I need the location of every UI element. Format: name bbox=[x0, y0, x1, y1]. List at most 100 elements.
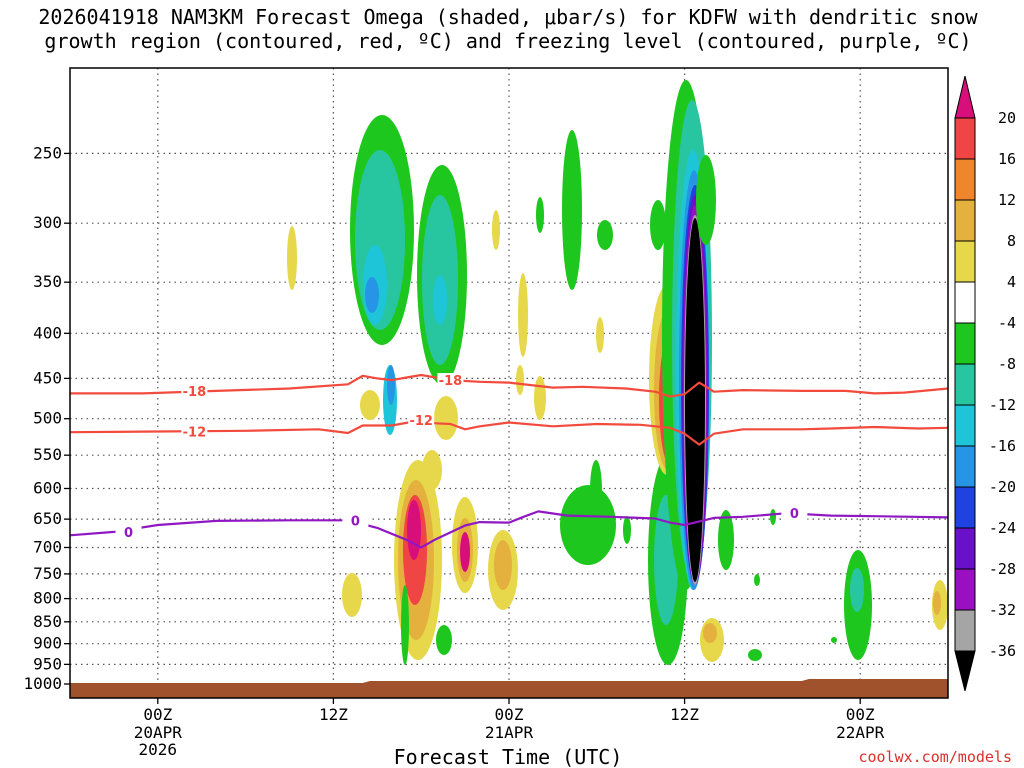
colorbar-swatch bbox=[954, 568, 976, 611]
omega-cell bbox=[518, 273, 528, 357]
colorbar-label: -28 bbox=[989, 560, 1016, 578]
contour-label: 0 bbox=[124, 526, 133, 541]
contour-label-bg bbox=[408, 413, 435, 428]
omega-cell bbox=[703, 623, 717, 643]
colorbar-swatch bbox=[954, 240, 976, 283]
omega-cell bbox=[685, 218, 705, 582]
y-tick-label: 500 bbox=[33, 409, 62, 428]
y-tick-label: 800 bbox=[33, 589, 62, 608]
omega-cell bbox=[850, 568, 864, 612]
y-tick-label: 1000 bbox=[23, 674, 62, 693]
temperature-contours: -18 -18 -12 -12 0 0 0 bbox=[70, 373, 948, 549]
omega-cell bbox=[387, 365, 395, 405]
omega-cell bbox=[516, 365, 524, 395]
colorbar-label: -20 bbox=[989, 478, 1016, 496]
omega-cell bbox=[422, 450, 442, 490]
contour-dendritic-top bbox=[70, 373, 948, 398]
x-tick-label: 12Z bbox=[670, 705, 699, 724]
omega-shading bbox=[287, 80, 948, 665]
colorbar-swatch bbox=[954, 322, 976, 365]
colorbar-swatch bbox=[954, 609, 976, 652]
colorbar-swatch bbox=[954, 281, 976, 324]
colorbar-swatch bbox=[954, 363, 976, 406]
contour-freezing-level bbox=[70, 510, 948, 549]
colorbar-label: 12 bbox=[998, 191, 1016, 209]
x-tick-label: 00Z bbox=[495, 705, 524, 724]
contour-label: -18 bbox=[183, 385, 207, 400]
contour-label: 0 bbox=[351, 514, 360, 529]
y-tick-label: 450 bbox=[33, 368, 62, 387]
colorbar-label: -24 bbox=[989, 519, 1016, 537]
omega-cell bbox=[696, 155, 716, 245]
omega-cell bbox=[623, 516, 631, 544]
colorbar-label: 4 bbox=[1007, 273, 1016, 291]
contour-label-bg bbox=[115, 524, 142, 539]
plot-area: -18 -18 -12 -12 0 0 0 bbox=[70, 68, 948, 698]
colorbar-label: 20 bbox=[998, 109, 1016, 127]
contour-label-bg bbox=[342, 513, 369, 528]
omega-cell bbox=[534, 376, 546, 420]
omega-cell bbox=[590, 460, 602, 520]
omega-cell bbox=[342, 573, 362, 617]
contour-label: -12 bbox=[409, 414, 433, 429]
y-tick-label: 600 bbox=[33, 478, 62, 497]
omega-cell bbox=[831, 637, 837, 643]
omega-cell bbox=[933, 591, 941, 615]
x-axis-title: Forecast Time (UTC) bbox=[394, 745, 623, 768]
y-tick-label: 850 bbox=[33, 612, 62, 631]
omega-cell bbox=[770, 509, 776, 525]
omega-cell bbox=[401, 585, 409, 665]
x-tick-date: 21APR bbox=[485, 723, 534, 742]
omega-cell bbox=[560, 485, 616, 565]
y-axis: 250 300 350 400 450 500 550 600 650 700 750 800 850 9… bbox=[23, 143, 70, 693]
y-tick-label: 900 bbox=[33, 634, 62, 653]
colorbar-label: -36 bbox=[989, 642, 1016, 660]
omega-cell bbox=[596, 317, 604, 353]
omega-cell bbox=[718, 510, 734, 570]
ground-terrain bbox=[70, 679, 948, 698]
omega-cell bbox=[748, 649, 762, 661]
omega-cell bbox=[536, 197, 544, 233]
omega-cell bbox=[407, 500, 421, 560]
credit-text: coolwx.com/models bbox=[858, 748, 1012, 766]
omega-cell bbox=[650, 200, 666, 250]
contour-label: -18 bbox=[439, 374, 463, 389]
colorbar-swatch-top bbox=[954, 75, 976, 119]
x-tick-label: 00Z bbox=[846, 705, 875, 724]
omega-cell bbox=[754, 574, 760, 586]
colorbar-legend: 20 16 12 8 4 -4 -8 -12 -16 -20 -24 -28 -32 -36 bbox=[954, 75, 1016, 692]
contour-dendritic-bottom bbox=[70, 419, 948, 446]
omega-cell bbox=[360, 390, 380, 420]
y-tick-label: 350 bbox=[33, 272, 62, 291]
y-tick-label: 300 bbox=[33, 213, 62, 232]
colorbar-label: -12 bbox=[989, 396, 1016, 414]
y-tick-label: 750 bbox=[33, 564, 62, 583]
y-tick-label: 950 bbox=[33, 654, 62, 673]
contour-label-bg bbox=[181, 383, 208, 398]
omega-cell bbox=[434, 396, 458, 440]
chart-title-line2: growth region (contoured, red, ºC) and f… bbox=[44, 29, 971, 53]
colorbar-label: -4 bbox=[998, 314, 1016, 332]
y-tick-label: 650 bbox=[33, 509, 62, 528]
y-tick-label: 700 bbox=[33, 537, 62, 556]
omega-cell bbox=[365, 277, 379, 313]
colorbar-swatch bbox=[954, 445, 976, 488]
x-tick-date: 22APR bbox=[836, 723, 885, 742]
omega-cell bbox=[597, 220, 613, 250]
contour-label-bg bbox=[437, 373, 464, 388]
omega-cell bbox=[494, 540, 512, 590]
y-tick-label: 250 bbox=[33, 143, 62, 162]
omega-cell bbox=[460, 532, 470, 572]
contour-label: -12 bbox=[183, 426, 207, 441]
omega-cell bbox=[436, 625, 452, 655]
x-tick-year: 2026 bbox=[139, 740, 178, 759]
colorbar-swatch bbox=[954, 158, 976, 201]
colorbar-label: -32 bbox=[989, 601, 1016, 619]
colorbar-label: 16 bbox=[998, 150, 1016, 168]
contour-label-bg bbox=[781, 506, 808, 521]
colorbar-swatch bbox=[954, 527, 976, 570]
y-tick-label: 550 bbox=[33, 445, 62, 464]
colorbar-swatch bbox=[954, 199, 976, 242]
